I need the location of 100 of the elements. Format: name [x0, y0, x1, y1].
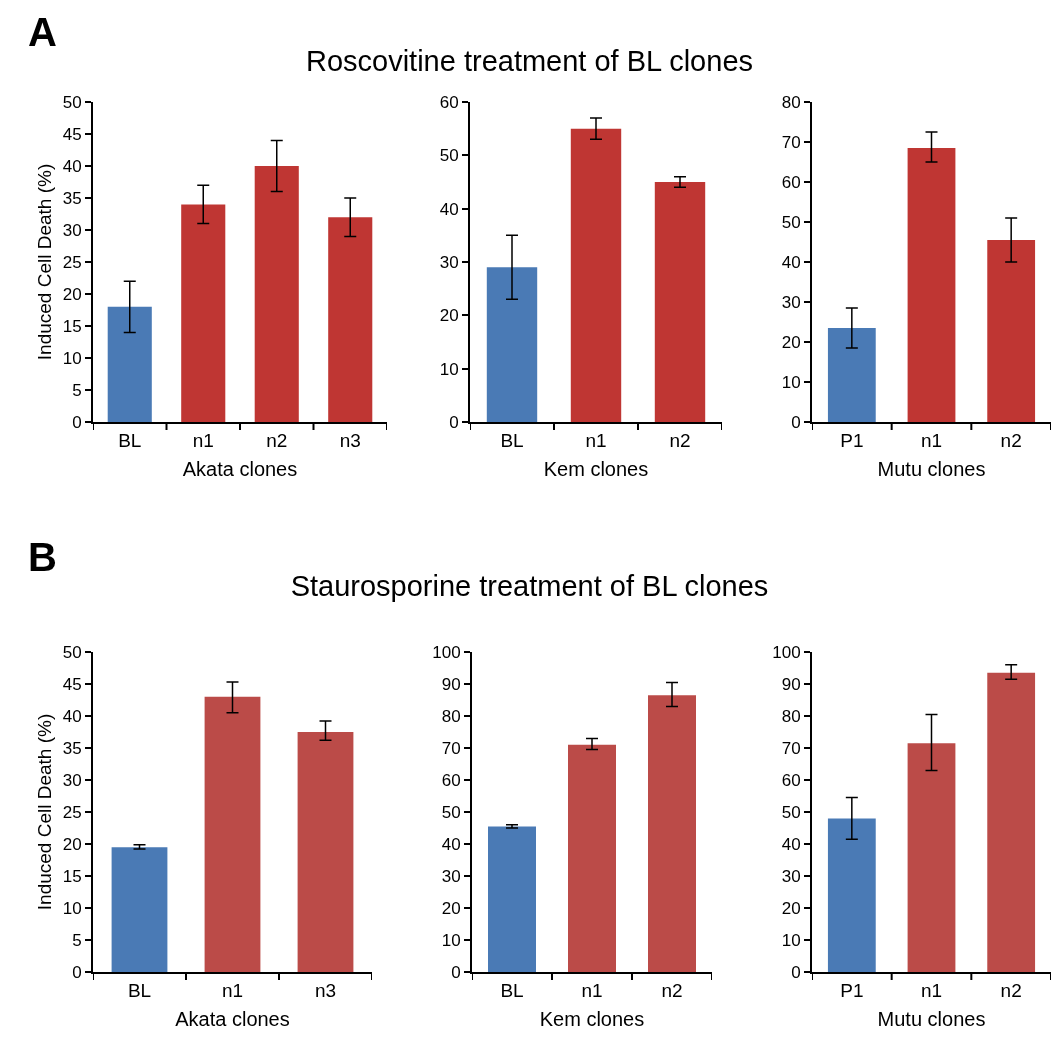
y-tick-label: 90	[441, 674, 461, 694]
y-tick-label: 70	[441, 738, 461, 758]
x-tick-label: n1	[920, 979, 943, 1001]
bar	[827, 818, 876, 972]
bar	[907, 743, 956, 972]
y-tick-label: 60	[781, 770, 801, 790]
y-tick-label: 50	[781, 212, 801, 232]
y-tick-label: 45	[62, 674, 82, 694]
y-axis-title: Induced Cell Death (%)	[34, 713, 56, 911]
y-tick-label: 20	[62, 834, 82, 854]
text: B	[28, 535, 57, 580]
text: A	[28, 10, 57, 55]
y-tick-label: 25	[62, 252, 82, 272]
bar	[570, 128, 622, 422]
x-tick-label: BL	[127, 979, 152, 1001]
y-tick-label: 10	[781, 372, 801, 392]
bar	[254, 166, 299, 422]
y-tick-label: 10	[62, 898, 82, 918]
bar	[297, 732, 354, 972]
bar	[987, 240, 1036, 422]
y-tick-label: 45	[62, 124, 82, 144]
y-tick-label: 100	[432, 642, 461, 662]
bar	[111, 847, 168, 972]
y-tick-label: 40	[441, 834, 461, 854]
y-tick-label: 80	[781, 706, 801, 726]
y-tick-label: 30	[441, 866, 461, 886]
y-tick-label: 100	[772, 642, 801, 662]
bar	[328, 217, 373, 422]
bar	[827, 328, 876, 422]
x-tick-label: n2	[1000, 429, 1022, 451]
x-axis-title: Mutu clones	[877, 1007, 986, 1030]
y-tick-label: 50	[439, 146, 459, 166]
y-tick-label: 25	[62, 802, 82, 822]
bar	[654, 182, 706, 422]
x-tick-label: n2	[266, 429, 288, 451]
x-tick-label: n2	[1000, 979, 1022, 1001]
bar	[987, 672, 1036, 972]
x-tick-label: n1	[221, 979, 244, 1001]
x-tick-label: BL	[500, 979, 524, 1001]
x-tick-label: n1	[192, 429, 214, 451]
y-tick-label: 5	[72, 930, 82, 950]
x-tick-label: BL	[118, 429, 142, 451]
y-tick-label: 40	[781, 834, 801, 854]
x-axis-title: Akata clones	[175, 1007, 290, 1030]
y-tick-label: 30	[439, 252, 459, 272]
y-tick-label: 10	[441, 930, 461, 950]
text: Roscovitine treatment of BL clones	[305, 45, 754, 77]
y-tick-label: 35	[62, 738, 82, 758]
y-tick-label: 50	[62, 92, 82, 112]
y-tick-label: 0	[72, 412, 82, 432]
x-tick-label: n2	[661, 979, 683, 1001]
y-tick-label: 15	[62, 316, 82, 336]
y-tick-label: 0	[72, 962, 82, 982]
y-tick-label: 30	[62, 220, 82, 240]
bar	[204, 696, 261, 972]
y-axis-title: Induced Cell Death (%)	[34, 163, 56, 361]
x-axis-title: Mutu clones	[877, 457, 986, 480]
y-tick-label: 0	[451, 962, 461, 982]
bar	[486, 267, 538, 422]
y-tick-label: 10	[781, 930, 801, 950]
y-tick-label: 30	[62, 770, 82, 790]
x-axis-title: Kem clones	[539, 1007, 645, 1030]
y-tick-label: 60	[439, 92, 459, 112]
y-tick-label: 50	[781, 802, 801, 822]
y-tick-label: 50	[441, 802, 461, 822]
x-tick-label: BL	[500, 429, 524, 451]
x-tick-label: n1	[585, 429, 607, 451]
y-tick-label: 35	[62, 188, 82, 208]
y-tick-label: 90	[781, 674, 801, 694]
x-axis-title: Kem clones	[543, 457, 649, 480]
x-tick-label: n2	[669, 429, 691, 451]
y-tick-label: 70	[781, 738, 801, 758]
text: Staurosporine treatment of BL clones	[290, 570, 769, 602]
y-tick-label: 30	[781, 866, 801, 886]
x-tick-label: n1	[920, 429, 943, 451]
y-tick-label: 0	[449, 412, 459, 432]
y-tick-label: 10	[62, 348, 82, 368]
y-tick-label: 15	[62, 866, 82, 886]
bar	[907, 148, 956, 422]
y-tick-label: 0	[791, 412, 801, 432]
y-tick-label: 50	[62, 642, 82, 662]
x-axis-title: Akata clones	[182, 457, 298, 480]
bar	[568, 744, 616, 972]
y-tick-label: 80	[781, 92, 801, 112]
y-tick-label: 40	[781, 252, 801, 272]
y-tick-label: 10	[439, 359, 459, 379]
x-tick-label: P1	[840, 429, 864, 451]
x-tick-label: n3	[339, 429, 361, 451]
y-tick-label: 40	[439, 199, 459, 219]
y-tick-label: 60	[441, 770, 461, 790]
y-tick-label: 20	[441, 898, 461, 918]
y-tick-label: 60	[781, 172, 801, 192]
y-tick-label: 30	[781, 292, 801, 312]
y-tick-label: 20	[781, 898, 801, 918]
y-tick-label: 80	[441, 706, 461, 726]
y-tick-label: 40	[62, 156, 82, 176]
bar	[488, 826, 536, 972]
bar	[107, 306, 152, 422]
y-tick-label: 40	[62, 706, 82, 726]
bar	[181, 204, 226, 422]
